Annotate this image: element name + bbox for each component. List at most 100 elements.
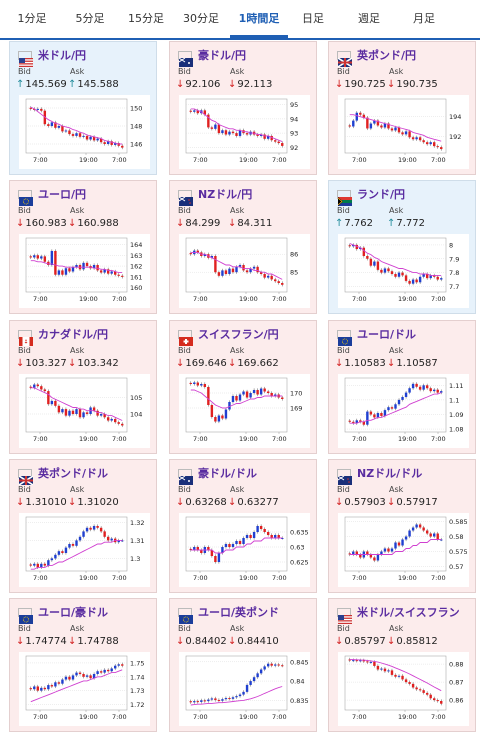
y-tick-label: 1.1 bbox=[449, 396, 459, 404]
tab-3[interactable]: 15分足 bbox=[128, 12, 164, 25]
currency-card[interactable]: ランド/円 Bid Ask ↑7.762 ↑7.772 8 7.9 7.8 7.7 7:00 19:… bbox=[328, 180, 476, 314]
candle-down bbox=[390, 670, 394, 675]
currency-card[interactable]: NZドル/円 Bid Ask ↓84.299 ↓84.311 86 85 7:00 19:00 7… bbox=[169, 180, 317, 314]
pair-link[interactable]: NZドル/ドル bbox=[357, 467, 423, 480]
pair-link[interactable]: 米ドル/スイスフラン bbox=[357, 606, 460, 619]
mini-chart[interactable]: 86 85 7:00 19:00 7:00 bbox=[179, 234, 310, 308]
pair-link[interactable]: 米ドル/円 bbox=[38, 49, 87, 62]
candle-up bbox=[352, 120, 355, 127]
bid-label: Bid bbox=[337, 346, 350, 355]
mini-chart[interactable]: 0.635 0.63 0.625 7:00 19:00 7:00 bbox=[179, 513, 310, 587]
currency-card[interactable]: スイスフラン/円 Bid Ask ↓169.646 ↓169.662 170 169 7:00… bbox=[169, 320, 317, 454]
mini-chart[interactable]: 8 7.9 7.8 7.7 7:00 19:00 7:00 bbox=[338, 234, 469, 308]
mini-chart[interactable]: 194 192 7:00 19:00 7:00 bbox=[338, 95, 469, 169]
pair-link[interactable]: ユーロ/豪ドル bbox=[38, 606, 109, 619]
candle-down bbox=[228, 698, 231, 700]
currency-card[interactable]: ユーロ/円 Bid Ask ↓160.983 ↓160.988 164 163 162 161 1… bbox=[9, 180, 157, 314]
pair-link[interactable]: ランド/円 bbox=[357, 188, 406, 201]
candle-up bbox=[404, 392, 408, 397]
tab-7[interactable]: 週足 bbox=[358, 12, 380, 25]
mini-chart[interactable]: 0.88 0.87 0.86 7:00 19:00 7:00 bbox=[338, 652, 469, 726]
candle-down bbox=[203, 700, 207, 702]
pair-link[interactable]: NZドル/円 bbox=[198, 188, 253, 201]
pair-link[interactable]: 英ポンド/ドル bbox=[38, 467, 109, 480]
mini-chart[interactable]: 164 163 162 161 160 7:00 19:00 7:00 bbox=[19, 234, 150, 308]
candle-down bbox=[440, 147, 443, 150]
mini-chart[interactable]: 1.32 1.31 1.3 7:00 19:00 7:00 bbox=[19, 513, 150, 587]
pair-link[interactable]: ユーロ/ドル bbox=[357, 328, 417, 341]
candle-down bbox=[270, 393, 273, 396]
candle-up bbox=[40, 563, 43, 568]
candle-down bbox=[99, 138, 103, 143]
candle-up bbox=[214, 124, 217, 129]
pair-link[interactable]: 英ポンド/円 bbox=[357, 49, 417, 62]
tab-5[interactable]: 1時間足 bbox=[230, 0, 288, 38]
tab-8[interactable]: 月足 bbox=[413, 12, 435, 25]
mini-chart[interactable]: 105 104 7:00 19:00 7:00 bbox=[19, 374, 150, 448]
pair-link[interactable]: 豪ドル/円 bbox=[198, 49, 247, 62]
candle-down bbox=[64, 409, 68, 416]
currency-card[interactable]: 米ドル/円 Bid Ask ↑145.569 ↑145.588 150 148 146 7:00… bbox=[9, 41, 157, 175]
ask-value: ↓169.662 bbox=[228, 358, 279, 369]
mini-chart[interactable]: 1.75 1.74 1.73 1.72 7:00 19:00 7:00 bbox=[19, 652, 150, 726]
tab-6[interactable]: 日足 bbox=[302, 12, 324, 25]
candle-up bbox=[259, 669, 263, 674]
candle-down bbox=[210, 405, 214, 417]
candle-down bbox=[270, 535, 273, 538]
pair-link[interactable]: ユーロ/円 bbox=[38, 188, 87, 201]
candle-down bbox=[425, 692, 429, 695]
currency-card[interactable]: 米ドル/スイスフラン Bid Ask ↓0.85797 ↓0.85812 0.88 0.87… bbox=[328, 598, 476, 732]
candle-down bbox=[380, 269, 383, 273]
candle-down bbox=[99, 270, 103, 273]
currency-card[interactable]: ユーロ/英ポンド Bid Ask ↓0.84402 ↓0.84410 0.845 0.84 0… bbox=[169, 598, 317, 732]
candle-up bbox=[75, 672, 78, 676]
mini-chart[interactable]: 170 169 7:00 19:00 7:00 bbox=[179, 374, 310, 448]
candle-up bbox=[40, 256, 43, 259]
x-tick-label: 7:00 bbox=[193, 156, 208, 164]
mini-chart[interactable]: 0.845 0.84 0.835 7:00 19:00 7:00 bbox=[179, 652, 310, 726]
currency-card[interactable]: 豪ドル/ドル Bid Ask ↓0.63268 ↓0.63277 0.635 0.63 0.6… bbox=[169, 459, 317, 593]
currency-card[interactable]: ユーロ/ドル Bid Ask ↓1.10583 ↓1.10587 1.11 1.1 1.09 1… bbox=[328, 320, 476, 454]
y-tick-label: 94 bbox=[290, 115, 298, 123]
pair-link[interactable]: ユーロ/英ポンド bbox=[198, 606, 280, 619]
tab-1[interactable]: 1分足 bbox=[17, 12, 47, 25]
currency-card[interactable]: NZドル/ドル Bid Ask ↓0.57903 ↓0.57917 0.585 0.58 0.… bbox=[328, 459, 476, 593]
mini-chart[interactable]: 150 148 146 7:00 19:00 7:00 bbox=[19, 95, 150, 169]
candle-down bbox=[117, 143, 120, 146]
candle-down bbox=[408, 131, 411, 138]
bid-label: Bid bbox=[337, 485, 350, 494]
currency-card[interactable]: カナダドル/円 Bid Ask ↓103.327 ↓103.342 105 104 7:00 1… bbox=[9, 320, 157, 454]
pair-link[interactable]: カナダドル/円 bbox=[38, 328, 109, 341]
chart-frame bbox=[344, 516, 447, 572]
currency-card[interactable]: 豪ドル/円 Bid Ask ↓92.106 ↓92.113 95 94 93 92 7:00 19:… bbox=[169, 41, 317, 175]
candle-up bbox=[387, 670, 390, 672]
candle-up bbox=[404, 131, 408, 135]
tab-4[interactable]: 30分足 bbox=[183, 12, 219, 25]
card-header: ランド/円 bbox=[337, 187, 406, 206]
candle-up bbox=[397, 399, 401, 405]
candle-down bbox=[114, 271, 117, 275]
candle-up bbox=[78, 536, 82, 541]
arrow-down-icon: ↓ bbox=[176, 497, 185, 508]
x-tick-label: 7:00 bbox=[112, 156, 127, 164]
y-tick-label: 95 bbox=[290, 101, 298, 109]
candle-up bbox=[404, 536, 408, 540]
currency-card[interactable]: ユーロ/豪ドル Bid Ask ↓1.74774 ↓1.74788 1.75 1.74 1.7… bbox=[9, 598, 157, 732]
pair-link[interactable]: 豪ドル/ドル bbox=[198, 467, 258, 480]
candle-up bbox=[401, 539, 404, 546]
currency-card[interactable]: 英ポンド/ドル Bid Ask ↓1.31010 ↓1.31020 1.32 1.31 1.3… bbox=[9, 459, 157, 593]
mini-chart[interactable]: 1.11 1.1 1.09 1.08 7:00 19:00 7:00 bbox=[338, 374, 469, 448]
candle-down bbox=[106, 269, 110, 274]
currency-card[interactable]: 英ポンド/円 Bid Ask ↓190.725 ↓190.735 194 192 7:00 19… bbox=[328, 41, 476, 175]
candle-down bbox=[263, 134, 266, 139]
candle-down bbox=[43, 256, 47, 262]
candle-up bbox=[47, 560, 50, 566]
candle-up bbox=[217, 415, 221, 422]
candle-down bbox=[436, 146, 439, 148]
candle-down bbox=[196, 382, 199, 386]
mini-chart[interactable]: 95 94 93 92 7:00 19:00 7:00 bbox=[179, 95, 310, 169]
tab-2[interactable]: 5分足 bbox=[75, 12, 105, 25]
pair-link[interactable]: スイスフラン/円 bbox=[198, 328, 279, 341]
mini-chart[interactable]: 0.585 0.58 0.575 0.57 7:00 19:00 7:00 bbox=[338, 513, 469, 587]
